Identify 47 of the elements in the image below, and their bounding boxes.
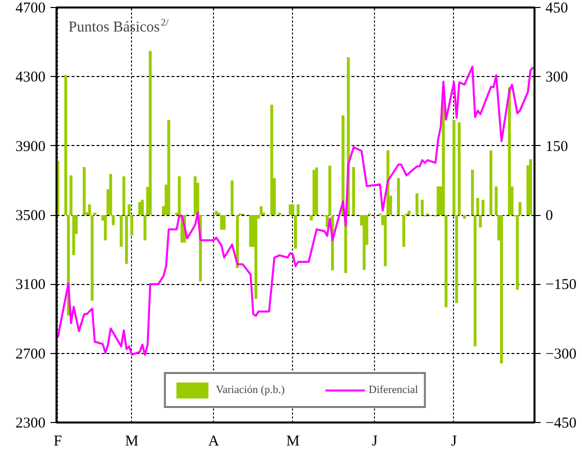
bar: [529, 159, 532, 215]
bar: [416, 193, 418, 215]
bar: [326, 215, 329, 228]
y-tick-label: 3900: [16, 138, 46, 155]
bar: [109, 174, 112, 215]
x-tick-label: F: [54, 434, 62, 450]
x-tick-label: A: [208, 434, 220, 450]
x-tick-label: M: [286, 434, 300, 450]
bar: [194, 176, 197, 215]
bar: [315, 168, 318, 215]
bar: [500, 215, 503, 364]
y2-tick-label: −300: [546, 346, 576, 362]
bar: [436, 186, 440, 215]
bar: [120, 215, 123, 247]
bar: [178, 176, 181, 215]
bar: [222, 215, 226, 230]
line-series: [56, 66, 534, 356]
bar: [489, 150, 492, 215]
legend-label: Diferencial: [368, 384, 418, 396]
bar: [236, 215, 239, 268]
y2-tick-label: 450: [546, 0, 568, 16]
bar: [230, 180, 234, 215]
bar: [408, 210, 411, 215]
y2-tick-label: 300: [546, 70, 568, 86]
y-tick-label: 3100: [16, 277, 46, 294]
bar: [260, 206, 263, 215]
y2-tick-label: 150: [546, 138, 568, 155]
y-tick-label: 3500: [16, 208, 46, 224]
x-tick-label: J: [451, 434, 458, 450]
y-tick-label: 4300: [16, 70, 46, 86]
y2-tick-label: 0: [546, 208, 553, 224]
y2-tick-label: −450: [546, 416, 576, 432]
x-tick-label: M: [125, 434, 138, 450]
y-tick-label: 4700: [16, 0, 46, 16]
bar: [362, 215, 366, 270]
bar: [397, 178, 400, 215]
bar: [508, 87, 511, 215]
y2-tick-label: −150: [546, 277, 576, 294]
x-tick-label: J: [372, 434, 378, 450]
bar: [463, 215, 466, 219]
y-tick-label: 2300: [16, 416, 46, 432]
bar: [254, 215, 258, 299]
bar: [138, 202, 142, 215]
bar: [352, 167, 356, 215]
y-tick-label: 2700: [16, 346, 46, 362]
legend-label: Variación (p.b.): [216, 384, 285, 396]
bar: [249, 215, 252, 247]
